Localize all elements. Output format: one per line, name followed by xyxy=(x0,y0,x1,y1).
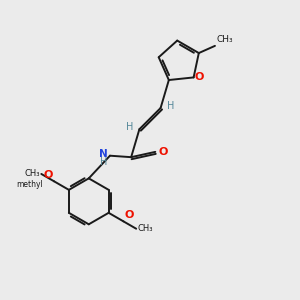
Text: H: H xyxy=(100,157,108,167)
Text: N: N xyxy=(99,149,108,159)
Text: CH₃: CH₃ xyxy=(138,224,153,233)
Text: O: O xyxy=(43,170,52,180)
Text: O: O xyxy=(159,147,168,157)
Text: O: O xyxy=(125,210,134,220)
Text: methyl: methyl xyxy=(16,180,43,189)
Text: H: H xyxy=(167,100,175,111)
Text: CH₃: CH₃ xyxy=(216,34,233,43)
Text: CH₃: CH₃ xyxy=(24,169,40,178)
Text: H: H xyxy=(125,122,133,132)
Text: O: O xyxy=(194,72,204,82)
